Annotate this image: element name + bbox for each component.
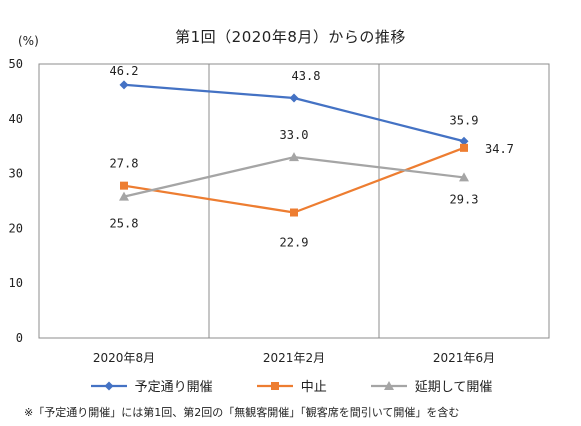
x-tick-label: 2021年2月 (263, 351, 325, 365)
data-point-2-2 (459, 172, 469, 182)
data-label-1-0: 27.8 (110, 157, 139, 171)
legend-item: 延期して開催 (369, 376, 493, 395)
plot-frame (38, 63, 550, 339)
x-tick-label: 2021年6月 (433, 351, 495, 365)
y-tick-label: 20 (9, 221, 23, 235)
chart-legend: 予定通り開催 中止 延期して開催 (0, 376, 581, 395)
data-point-2-1 (289, 152, 299, 162)
x-tick-label: 2020年8月 (93, 351, 155, 365)
data-label-1-1: 22.9 (280, 236, 309, 250)
y-tick-label: 0 (16, 331, 23, 345)
legend-label: 予定通り開催 (134, 380, 213, 395)
data-point-0-1 (289, 93, 299, 103)
y-tick-label: 10 (9, 276, 23, 290)
legend-label: 延期して開催 (414, 380, 493, 395)
data-point-1-2 (460, 143, 468, 152)
legend-swatch (370, 380, 407, 390)
legend-swatch (256, 381, 293, 390)
chart-footnote: ※「予定通り開催」には第1回、第2回の「無観客開催」「観客席を間引いて開催」を含… (24, 406, 460, 419)
data-point-1-1 (290, 208, 298, 217)
data-point-0-2 (459, 136, 469, 146)
data-label-1-2: 34.7 (485, 142, 514, 156)
y-axis-unit-label: (%) (18, 34, 39, 48)
data-label-2-1: 33.0 (280, 128, 309, 142)
legend-item: 予定通り開催 (89, 376, 213, 395)
legend-label: 中止 (300, 380, 327, 395)
data-label-0-0: 46.2 (110, 64, 139, 78)
y-tick-label: 50 (9, 57, 23, 71)
legend-item: 中止 (255, 376, 327, 395)
chart-title: 第1回（2020年8月）からの推移 (175, 28, 406, 46)
data-label-2-2: 29.3 (450, 192, 479, 206)
y-tick-label: 40 (9, 112, 23, 126)
y-tick-label: 30 (9, 167, 23, 181)
data-label-2-0: 25.8 (110, 217, 139, 231)
series-line-2 (123, 156, 465, 198)
data-point-2-0 (119, 191, 129, 201)
legend-swatch (90, 381, 127, 390)
data-label-0-2: 35.9 (450, 113, 479, 127)
data-label-0-1: 43.8 (292, 69, 321, 83)
data-point-1-0 (120, 181, 128, 190)
data-point-0-0 (119, 80, 129, 90)
